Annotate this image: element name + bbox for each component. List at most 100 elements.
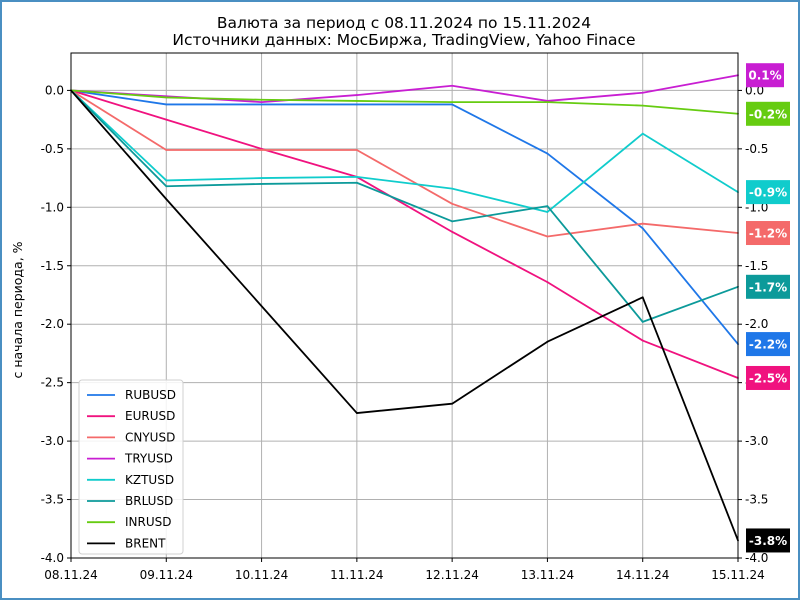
badge-label: -0.9%: [749, 186, 787, 200]
data-point-cnyusd: [165, 149, 168, 151]
chart-title: Валюта за период с 08.11.2024 по 15.11.2…: [217, 14, 591, 32]
data-point-eurusd: [451, 230, 454, 233]
data-point-eurusd: [641, 339, 644, 342]
end-badge-cnyusd: -1.2%: [746, 221, 790, 246]
data-point-brlusd: [165, 185, 168, 188]
data-point-tryusd: [451, 84, 454, 87]
y-tick-label-right: -4.0: [745, 551, 768, 565]
end-badge-eurusd: -2.5%: [746, 365, 790, 390]
badge-label: -0.2%: [749, 107, 787, 121]
chart-subtitle: Источники данных: МосБиржа, TradingView,…: [172, 31, 635, 49]
legend-item-rubusd: RUBUSD: [87, 388, 176, 402]
legend-item-cnyusd: CNYUSD: [87, 430, 175, 444]
data-point-brlusd: [260, 183, 263, 185]
x-tick-label: 12.11.24: [425, 568, 478, 582]
x-tick-label: 08.11.24: [44, 568, 97, 582]
badge-label: -1.2%: [749, 227, 787, 241]
legend-label: CNYUSD: [125, 430, 175, 444]
data-point-inrusd: [546, 101, 549, 103]
legend: RUBUSD EURUSD CNYUSD TRYUSD KZTUSD BRLUSD INRU…: [78, 379, 184, 555]
y-axis-ticks-left: 0.0 -0.5 -1.0 -1.5 -2.0 -2.5 -3.0 -3.5 -4.0: [41, 83, 71, 565]
x-tick-label: 10.11.24: [235, 568, 288, 582]
data-point-rubusd: [260, 103, 263, 106]
badge-background: [746, 221, 790, 246]
legend-item-kztusd: KZTUSD: [87, 473, 174, 487]
y-axis-ticks-right: 0.0-0.5-1.0-1.5-2.0-2.5-3.0-3.5-4.0: [738, 83, 768, 565]
badge-background: [746, 332, 790, 357]
data-point-tryusd: [641, 91, 644, 94]
end-badge-rubusd: -2.2%: [746, 332, 790, 357]
data-point-inrusd: [260, 98, 263, 101]
badge-background: [746, 365, 790, 390]
data-point-cnyusd: [451, 202, 454, 205]
data-point-brlusd: [641, 320, 644, 323]
data-point-tryusd: [355, 94, 358, 96]
plot-border: [70, 52, 739, 559]
data-point-rubusd: [641, 227, 644, 230]
series-lines: [70, 74, 739, 542]
legend-label: EURUSD: [125, 409, 175, 423]
x-tick-label: 13.11.24: [521, 568, 574, 582]
y-tick-label-right: -2.0: [745, 317, 768, 331]
data-point-inrusd: [451, 101, 454, 103]
badge-background: [746, 274, 790, 299]
badge-background: [746, 63, 784, 88]
data-point-brent: [546, 340, 549, 343]
legend-label: BRLUSD: [125, 494, 173, 508]
data-point-eurusd: [165, 118, 168, 121]
y-tick-label: -1.5: [41, 259, 64, 273]
badge-label: 0.1%: [748, 69, 781, 83]
y-tick-label-right: -0.5: [745, 142, 768, 156]
series-line-inrusd: [70, 89, 739, 115]
data-point-kztusd: [546, 211, 549, 213]
legend-item-brent: BRENT: [87, 536, 166, 550]
legend-label: KZTUSD: [125, 473, 174, 487]
legend-label: TRYUSD: [124, 452, 173, 466]
x-tick-label: 09.11.24: [140, 568, 193, 582]
data-point-inrusd: [165, 96, 168, 99]
legend-item-eurusd: EURUSD: [87, 409, 175, 423]
data-point-cnyusd: [260, 149, 263, 151]
end-badge-inrusd: -0.2%: [746, 101, 790, 126]
end-value-badges: -2.2% -2.5% -1.2% 0.1% -0.9% -1.7% -0.2% -3.8%: [746, 63, 790, 553]
x-tick-label: 11.11.24: [330, 568, 383, 582]
legend-label: INRUSD: [125, 515, 172, 529]
data-point-brlusd: [546, 205, 549, 208]
data-point-rubusd: [355, 103, 358, 106]
y-tick-label: -3.0: [41, 434, 64, 448]
badge-label: -2.2%: [749, 338, 787, 352]
data-point-kztusd: [641, 132, 644, 135]
y-tick-label: -4.0: [41, 551, 64, 565]
data-point-kztusd: [165, 179, 168, 182]
series-line-brlusd: [70, 89, 739, 323]
end-badge-brent: -3.8%: [746, 528, 790, 553]
data-point-kztusd: [260, 177, 263, 179]
series-line-kztusd: [70, 89, 739, 213]
y-tick-label: -2.0: [41, 317, 64, 331]
y-tick-label: -0.5: [41, 142, 64, 156]
data-point-brent: [451, 402, 454, 405]
badge-label: -3.8%: [749, 534, 787, 548]
data-point-brlusd: [451, 220, 454, 223]
end-badge-kztusd: -0.9%: [746, 180, 790, 205]
data-point-rubusd: [451, 103, 454, 106]
y-tick-label: -2.5: [41, 376, 64, 390]
legend-box: [78, 379, 184, 555]
series-line-eurusd: [70, 89, 739, 379]
data-point-kztusd: [451, 187, 454, 190]
badge-label: -2.5%: [749, 371, 787, 385]
legend-item-brlusd: BRLUSD: [87, 494, 173, 508]
y-axis-label: с начала периода, %: [10, 241, 25, 378]
end-badge-tryusd: 0.1%: [746, 63, 784, 88]
legend-label: BRENT: [125, 536, 166, 550]
y-tick-label: 0.0: [45, 83, 64, 97]
x-axis-ticks: 08.11.24 09.11.24 10.11.24 11.11.24 12.11.24…: [44, 558, 765, 582]
data-point-brent: [355, 412, 358, 414]
data-point-inrusd: [641, 104, 644, 107]
data-point-eurusd: [546, 281, 549, 284]
data-point-rubusd: [165, 103, 168, 106]
series-line-rubusd: [70, 89, 739, 345]
data-point-inrusd: [355, 100, 358, 102]
